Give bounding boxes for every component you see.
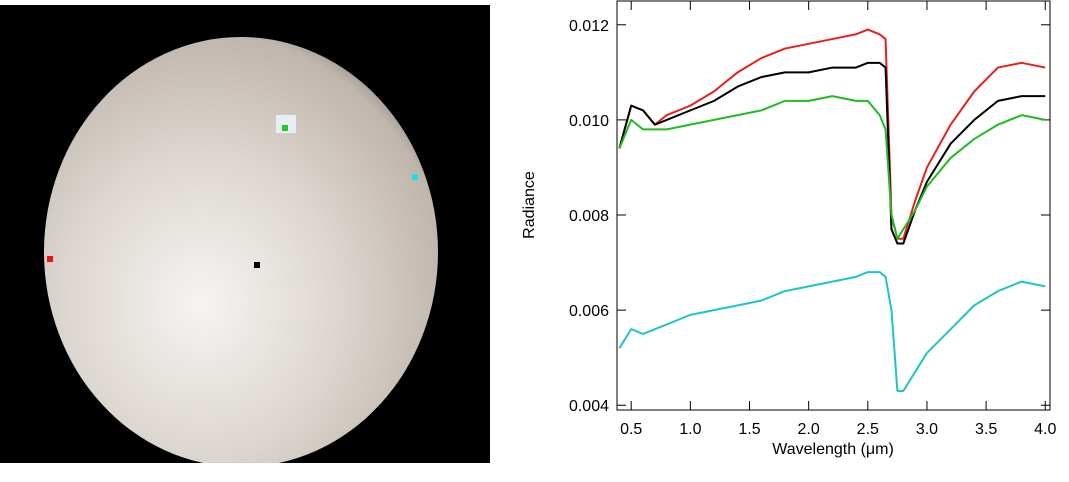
y-tick-label: 0.004 bbox=[569, 398, 609, 415]
y-axis-label: Radiance bbox=[521, 171, 538, 239]
series-line bbox=[618, 61, 1046, 245]
marker-red bbox=[47, 256, 53, 262]
y-tick-label: 0.010 bbox=[569, 113, 609, 130]
x-tick-label: 1.5 bbox=[738, 421, 760, 438]
ceres-disk bbox=[44, 37, 438, 463]
series-line bbox=[618, 28, 1046, 240]
x-tick-label: 3.5 bbox=[975, 421, 997, 438]
y-tick-label: 0.006 bbox=[569, 303, 609, 320]
bright-spot bbox=[276, 115, 296, 133]
x-tick-label: 0.5 bbox=[620, 421, 642, 438]
marker-cyan bbox=[412, 174, 418, 180]
x-tick-label: 4.0 bbox=[1034, 421, 1056, 438]
x-axis-label: Wavelength (μm) bbox=[772, 441, 894, 458]
x-tick-label: 3.0 bbox=[916, 421, 938, 438]
series-line bbox=[618, 271, 1046, 392]
x-tick-label: 2.0 bbox=[798, 421, 820, 438]
series-line bbox=[618, 95, 1046, 240]
y-tick-label: 0.008 bbox=[569, 208, 609, 225]
plot-frame bbox=[616, 0, 1051, 411]
x-tick-label: 2.5 bbox=[857, 421, 879, 438]
ceres-image bbox=[0, 5, 490, 463]
y-tick-label: 0.012 bbox=[569, 18, 609, 35]
x-tick-label: 1.0 bbox=[679, 421, 701, 438]
marker-black bbox=[254, 262, 260, 268]
marker-green bbox=[282, 125, 288, 131]
